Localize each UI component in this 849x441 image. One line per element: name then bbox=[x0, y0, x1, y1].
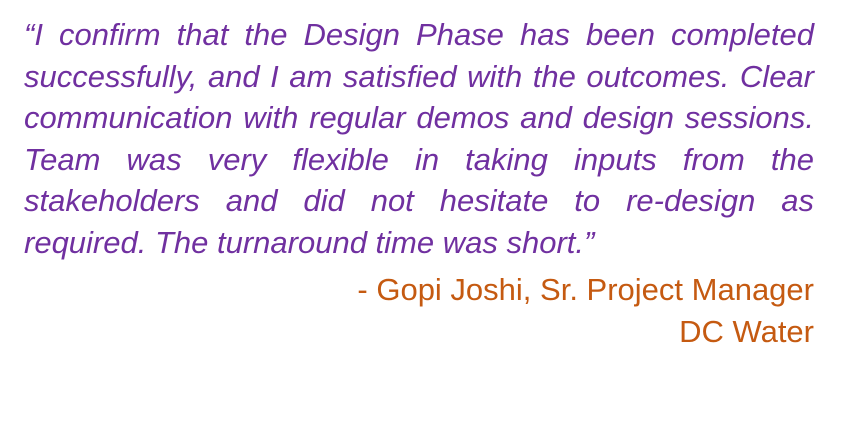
testimonial-quote: “I confirm that the Design Phase has bee… bbox=[24, 17, 814, 260]
author-organization: DC Water bbox=[679, 314, 814, 349]
testimonial-attribution: - Gopi Joshi, Sr. Project Manager DC Wat… bbox=[24, 269, 814, 353]
author-name-title: - Gopi Joshi, Sr. Project Manager bbox=[357, 272, 814, 307]
testimonial-block: “I confirm that the Design Phase has bee… bbox=[24, 14, 814, 353]
